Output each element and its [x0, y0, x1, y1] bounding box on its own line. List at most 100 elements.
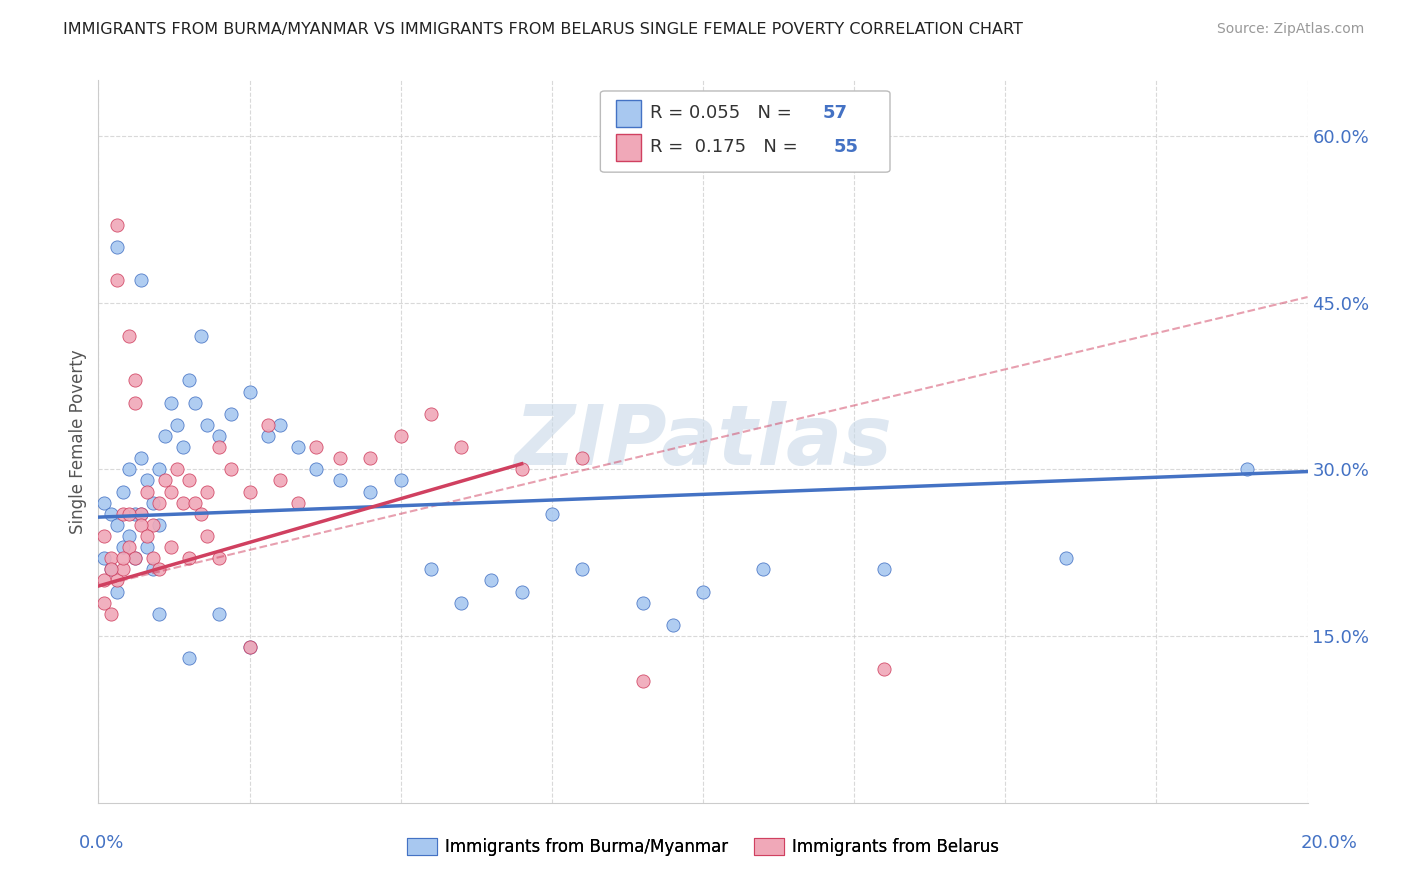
Point [124, 551, 146, 566]
Point [420, 562, 443, 576]
Point [148, 496, 170, 510]
Point [105, 240, 128, 254]
Point [661, 618, 683, 632]
Point [111, 562, 134, 576]
Point [160, 484, 183, 499]
Text: R =  0.175   N =: R = 0.175 N = [650, 138, 803, 156]
Point [105, 517, 128, 532]
Point [129, 507, 152, 521]
Point [148, 607, 170, 621]
Point [239, 640, 262, 655]
Point [118, 540, 141, 554]
Text: 57: 57 [823, 104, 848, 122]
Point [873, 562, 896, 576]
Point [124, 395, 146, 409]
Point [510, 584, 533, 599]
Text: IMMIGRANTS FROM BURMA/MYANMAR VS IMMIGRANTS FROM BELARUS SINGLE FEMALE POVERTY C: IMMIGRANTS FROM BURMA/MYANMAR VS IMMIGRA… [63, 22, 1024, 37]
Point [142, 562, 165, 576]
Point [221, 462, 243, 476]
Point [179, 551, 201, 566]
Point [142, 517, 165, 532]
Point [208, 429, 231, 443]
Point [571, 562, 593, 576]
Text: ZIPatlas: ZIPatlas [515, 401, 891, 482]
Point [118, 462, 141, 476]
Point [256, 429, 278, 443]
Point [172, 440, 194, 454]
Point [256, 417, 278, 432]
Point [481, 574, 503, 588]
Text: Source: ZipAtlas.com: Source: ZipAtlas.com [1216, 22, 1364, 37]
Point [124, 507, 146, 521]
Point [389, 474, 412, 488]
Point [450, 440, 472, 454]
Point [93, 529, 115, 543]
Point [105, 584, 128, 599]
Point [129, 517, 152, 532]
Point [208, 551, 231, 566]
Point [105, 574, 128, 588]
Point [287, 496, 309, 510]
Point [190, 507, 212, 521]
Point [208, 440, 231, 454]
Point [179, 373, 201, 387]
Point [239, 484, 262, 499]
Text: R = 0.055   N =: R = 0.055 N = [650, 104, 797, 122]
Point [166, 417, 188, 432]
Point [160, 395, 183, 409]
Point [135, 540, 157, 554]
Point [305, 462, 328, 476]
Point [124, 551, 146, 566]
Point [153, 474, 176, 488]
Point [195, 417, 218, 432]
Point [100, 551, 122, 566]
Point [148, 562, 170, 576]
Point [420, 407, 443, 421]
Point [631, 673, 654, 688]
Point [142, 551, 165, 566]
Point [135, 529, 157, 543]
Point [148, 462, 170, 476]
Point [540, 507, 562, 521]
Point [142, 496, 165, 510]
Point [111, 551, 134, 566]
Point [752, 562, 775, 576]
Point [135, 484, 157, 499]
Point [118, 507, 141, 521]
Point [111, 540, 134, 554]
Point [239, 640, 262, 655]
Point [195, 484, 218, 499]
Point [93, 496, 115, 510]
Point [179, 474, 201, 488]
Point [329, 474, 352, 488]
Point [111, 484, 134, 499]
Text: 55: 55 [834, 138, 859, 156]
Point [269, 417, 291, 432]
Point [148, 517, 170, 532]
Point [118, 329, 141, 343]
Point [129, 451, 152, 466]
Point [93, 551, 115, 566]
Point [105, 218, 128, 232]
Point [100, 507, 122, 521]
Point [184, 395, 207, 409]
Point [692, 584, 714, 599]
Point [239, 384, 262, 399]
Point [287, 440, 309, 454]
Point [631, 596, 654, 610]
Point [1054, 551, 1077, 566]
Text: 20.0%: 20.0% [1301, 834, 1357, 852]
Legend: Immigrants from Burma/Myanmar, Immigrants from Belarus: Immigrants from Burma/Myanmar, Immigrant… [401, 831, 1005, 863]
Point [100, 562, 122, 576]
Point [93, 596, 115, 610]
Point [179, 651, 201, 665]
Point [305, 440, 328, 454]
Point [100, 607, 122, 621]
Point [360, 451, 382, 466]
Point [184, 496, 207, 510]
Point [571, 451, 593, 466]
Point [269, 474, 291, 488]
Point [221, 407, 243, 421]
Point [208, 607, 231, 621]
Y-axis label: Single Female Poverty: Single Female Poverty [69, 350, 87, 533]
